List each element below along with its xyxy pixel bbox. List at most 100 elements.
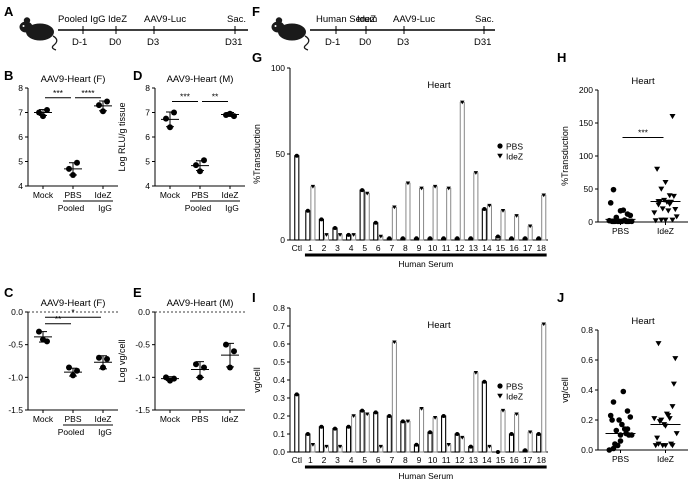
x-tick-label: 17	[523, 243, 533, 253]
bar-point-idez	[324, 444, 329, 449]
x-tick-label: 3	[335, 455, 340, 465]
chart-title: AAV9-Heart (M)	[167, 298, 234, 309]
data-point	[670, 193, 677, 199]
timeline-a-day-3: D3	[147, 37, 159, 48]
timeline-f: Human Serum IdeZ AAV9-Luc Sac. D-1 D0 D3…	[271, 14, 495, 51]
bar-pbs	[386, 415, 392, 453]
data-point	[656, 419, 663, 425]
data-point	[613, 427, 620, 434]
human-serum-label: Human Serum	[398, 471, 453, 480]
y-tick-label: 0.4	[273, 375, 285, 385]
data-point	[227, 364, 233, 371]
y-tick-label: 0.8	[273, 303, 285, 313]
bar-point-idez	[432, 184, 438, 189]
significance-label: ***	[180, 91, 191, 101]
bar-point-pbs	[428, 430, 433, 435]
bar-idez	[391, 341, 397, 453]
x-tick-label: 8	[403, 243, 408, 253]
data-point	[193, 361, 199, 368]
y-axis-label: vg/cell	[252, 367, 262, 393]
timeline-a-label-2: IdeZ	[108, 14, 127, 25]
bar-pbs	[481, 208, 487, 241]
bar-point-pbs	[373, 220, 378, 225]
x-tick-label: Mock	[160, 414, 181, 424]
data-point	[620, 207, 627, 213]
y-tick-label: 150	[579, 118, 593, 128]
bar-idez	[446, 187, 452, 241]
bar-point-pbs	[400, 419, 405, 424]
bar-idez	[405, 182, 411, 241]
chart-title: Heart	[631, 76, 655, 87]
data-point	[606, 447, 613, 453]
y-tick-label: 5	[145, 157, 150, 167]
x-tick-label: Mock	[33, 414, 54, 424]
bar-idez	[432, 186, 438, 241]
bar-idez	[541, 323, 547, 453]
x-tick-label: 7	[389, 243, 394, 253]
y-axis-label: vg/cell	[560, 377, 570, 403]
bar-point-pbs	[305, 208, 310, 213]
x-tick-label: 4	[349, 455, 354, 465]
y-tick-label: 0.7	[273, 321, 285, 331]
x-tick-label: IdeZ	[94, 190, 111, 200]
pooled-label: Pooled	[58, 427, 85, 437]
y-tick-label: 5	[18, 157, 23, 167]
data-point	[231, 348, 237, 355]
x-tick-label: 7	[389, 455, 394, 465]
bar-point-pbs	[509, 432, 514, 436]
significance-label: *	[71, 307, 75, 317]
data-point	[658, 217, 665, 223]
bar-point-pbs	[482, 379, 487, 384]
data-point	[655, 341, 662, 347]
bar-point-pbs	[319, 217, 324, 222]
data-point	[44, 338, 50, 345]
data-point	[74, 367, 80, 374]
bar-point-pbs	[346, 232, 351, 237]
y-tick-label: 0	[588, 217, 593, 227]
data-point	[670, 381, 677, 387]
panel-label-e: E	[133, 285, 142, 300]
timeline-a-day-2: D0	[109, 37, 121, 48]
bar-idez	[459, 101, 465, 241]
y-tick-label: 0.0	[273, 447, 285, 457]
significance-label: **	[212, 91, 219, 101]
y-tick-label: 100	[271, 63, 285, 73]
x-tick-label: 17	[523, 455, 533, 465]
data-point	[668, 441, 675, 447]
y-tick-label: -0.5	[8, 340, 23, 350]
data-point	[627, 212, 634, 219]
chart-e: -1.5 -1.0 -0.5 0.0 Log vg/cell AAV9-Heart (M)…	[117, 298, 245, 424]
data-point	[40, 113, 46, 120]
x-tick-label: 11	[442, 455, 451, 465]
legend-idez-label: IdeZ	[506, 392, 523, 402]
data-point	[662, 180, 669, 186]
data-point	[655, 441, 662, 447]
bar-point-pbs	[294, 392, 299, 397]
x-tick-label: 1	[308, 243, 313, 253]
igg-label: IgG	[98, 203, 112, 213]
bar-point-pbs	[319, 424, 324, 429]
timeline-f-day-2: D0	[359, 37, 371, 48]
timeline-f-day-1: D-1	[325, 37, 340, 48]
y-tick-label: 0	[280, 235, 285, 245]
bar-pbs	[373, 222, 379, 241]
x-tick-label: IdeZ	[221, 190, 238, 200]
igg-label: IgG	[225, 203, 239, 213]
legend-pbs-label: PBS	[506, 382, 523, 392]
y-tick-label: -1.0	[8, 372, 23, 382]
data-point	[665, 413, 672, 419]
data-point	[672, 207, 679, 213]
bar-point-pbs	[509, 236, 514, 241]
legend-idez-marker	[497, 153, 503, 159]
bar-point-idez	[487, 444, 492, 449]
y-tick-label: 8	[145, 83, 150, 93]
significance-label: **	[55, 314, 62, 324]
bar-point-pbs	[455, 432, 460, 436]
bar-idez	[514, 215, 520, 241]
bar-point-idez	[378, 444, 383, 449]
bar-idez	[432, 417, 438, 453]
data-point	[614, 442, 621, 449]
y-axis-label: %Transduction	[560, 126, 570, 186]
data-point	[659, 206, 666, 212]
